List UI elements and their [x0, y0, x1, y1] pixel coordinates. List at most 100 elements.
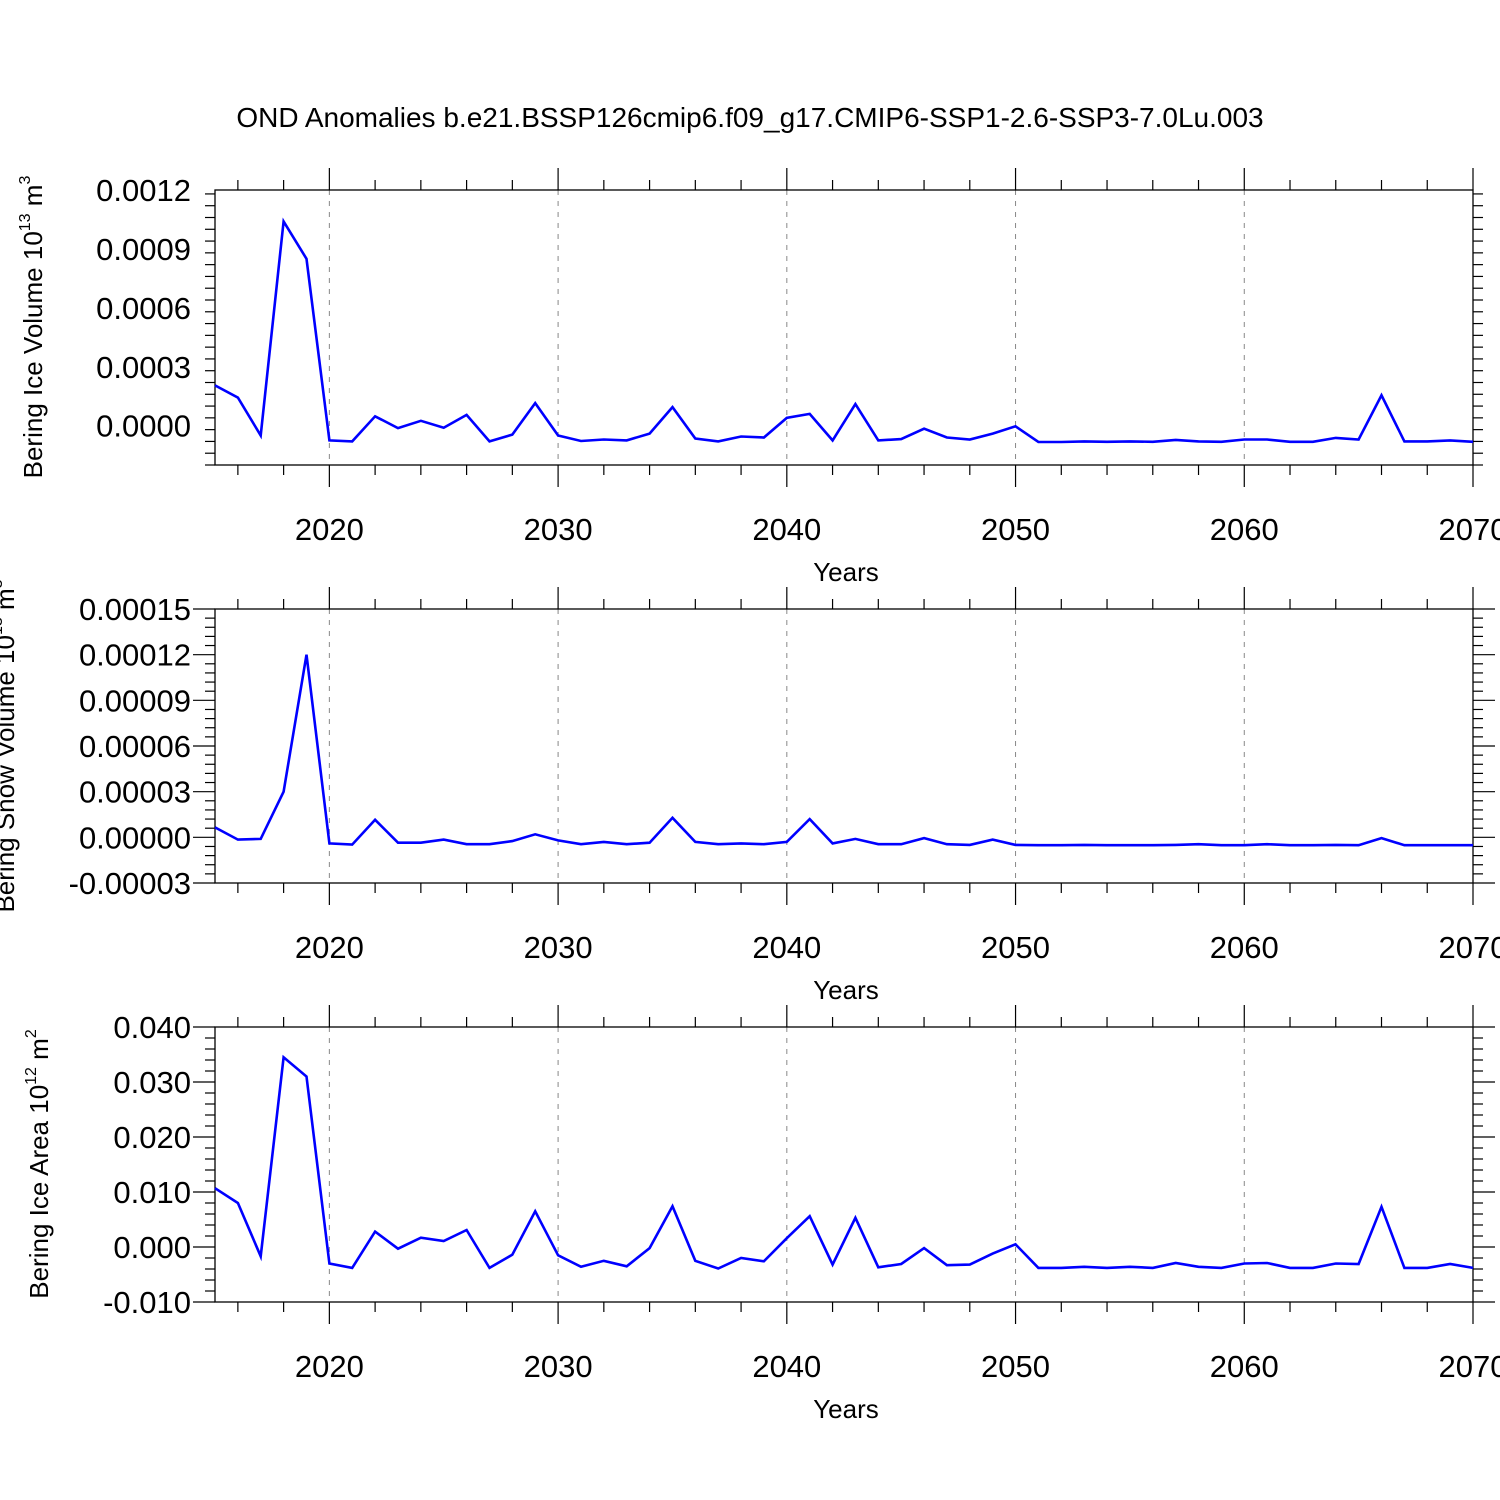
data-point [260, 434, 262, 436]
data-point [1197, 440, 1199, 442]
data-point [328, 439, 330, 441]
data-point [877, 1266, 879, 1268]
data-point [1380, 1206, 1382, 1208]
y-tick-label: 0.00000 [79, 820, 191, 855]
data-point [1083, 844, 1085, 846]
data-point [328, 1262, 330, 1264]
data-point [534, 1210, 536, 1212]
data-point [1220, 844, 1222, 846]
data-point [1129, 844, 1131, 846]
figure-title: OND Anomalies b.e21.BSSP126cmip6.f09_g17… [236, 102, 1263, 133]
data-point [420, 841, 422, 843]
data-point [1106, 844, 1108, 846]
data-point [1197, 843, 1199, 845]
x-tick-label: 2050 [981, 1349, 1050, 1384]
data-point [786, 841, 788, 843]
data-point [1220, 441, 1222, 443]
data-point [969, 1263, 971, 1265]
data-point [671, 406, 673, 408]
y-tick-label: -0.00003 [69, 866, 191, 901]
data-point [1266, 1262, 1268, 1264]
data-point [694, 437, 696, 439]
data-point [557, 1254, 559, 1256]
x-axis-label: Years [813, 557, 879, 587]
data-point [282, 1056, 284, 1058]
y-tick-label: 0.0000 [96, 409, 191, 444]
data-point [260, 1255, 262, 1257]
y-tick-label: 0.00003 [79, 775, 191, 810]
data-point [763, 436, 765, 438]
data-point [397, 1247, 399, 1249]
data-point [465, 843, 467, 845]
data-point [1403, 440, 1405, 442]
data-point [305, 653, 307, 655]
data-point [237, 838, 239, 840]
x-tick-label: 2060 [1210, 512, 1279, 547]
data-point [1014, 425, 1016, 427]
x-axis-label: Years [813, 975, 879, 1005]
x-tick-label: 2070 [1439, 1349, 1500, 1384]
data-point [1312, 1267, 1314, 1269]
data-point [534, 833, 536, 835]
data-point [1129, 440, 1131, 442]
data-point [808, 413, 810, 415]
data-point [511, 840, 513, 842]
plot-frame [214, 1026, 1474, 1303]
data-point [580, 1266, 582, 1268]
data-point [1472, 441, 1474, 443]
data-point [694, 1260, 696, 1262]
data-point [237, 1202, 239, 1204]
data-point [877, 843, 879, 845]
data-point [831, 842, 833, 844]
data-point [1220, 1267, 1222, 1269]
y-tick-label: 0.00009 [79, 683, 191, 718]
y-axis-label: Bering Ice Area 1012 m2 [23, 1029, 54, 1299]
data-point [1083, 440, 1085, 442]
y-tick-label: 0.00006 [79, 729, 191, 764]
data-point [1014, 844, 1016, 846]
data-point [374, 1230, 376, 1232]
data-point [443, 426, 445, 428]
x-tick-label: 2060 [1210, 930, 1279, 965]
data-point [282, 790, 284, 792]
data-point [465, 1229, 467, 1231]
data-point [1289, 844, 1291, 846]
data-point [1083, 1266, 1085, 1268]
data-point [900, 1263, 902, 1265]
data-point [1174, 844, 1176, 846]
y-axis-label: Bering Ice Volume 1013 m3 [17, 176, 48, 479]
data-point [1174, 439, 1176, 441]
data-point [1426, 440, 1428, 442]
data-point [1449, 1263, 1451, 1265]
y-tick-label: 0.00012 [79, 638, 191, 673]
data-point [626, 1265, 628, 1267]
y-tick-label: 0.00015 [79, 592, 191, 627]
data-point [923, 427, 925, 429]
y-tick-label: 0.0006 [96, 291, 191, 326]
x-tick-label: 2020 [295, 930, 364, 965]
data-point [1380, 394, 1382, 396]
data-point [831, 439, 833, 441]
x-tick-label: 2060 [1210, 1349, 1279, 1384]
data-point [786, 1237, 788, 1239]
data-point [1426, 844, 1428, 846]
data-point [1243, 844, 1245, 846]
data-point [969, 844, 971, 846]
plot-frame [214, 189, 1474, 466]
data-point [877, 439, 879, 441]
data-point [854, 403, 856, 405]
x-tick-label: 2040 [752, 930, 821, 965]
y-tick-label: 0.020 [113, 1120, 191, 1155]
x-tick-label: 2030 [524, 1349, 593, 1384]
y-tick-label: -0.010 [103, 1285, 191, 1320]
data-point [397, 427, 399, 429]
data-point [1312, 441, 1314, 443]
data-point [969, 438, 971, 440]
data-point [603, 438, 605, 440]
data-point [991, 838, 993, 840]
data-point [626, 439, 628, 441]
data-point [831, 1263, 833, 1265]
data-point [1060, 844, 1062, 846]
data-point [648, 841, 650, 843]
data-point [420, 1236, 422, 1238]
